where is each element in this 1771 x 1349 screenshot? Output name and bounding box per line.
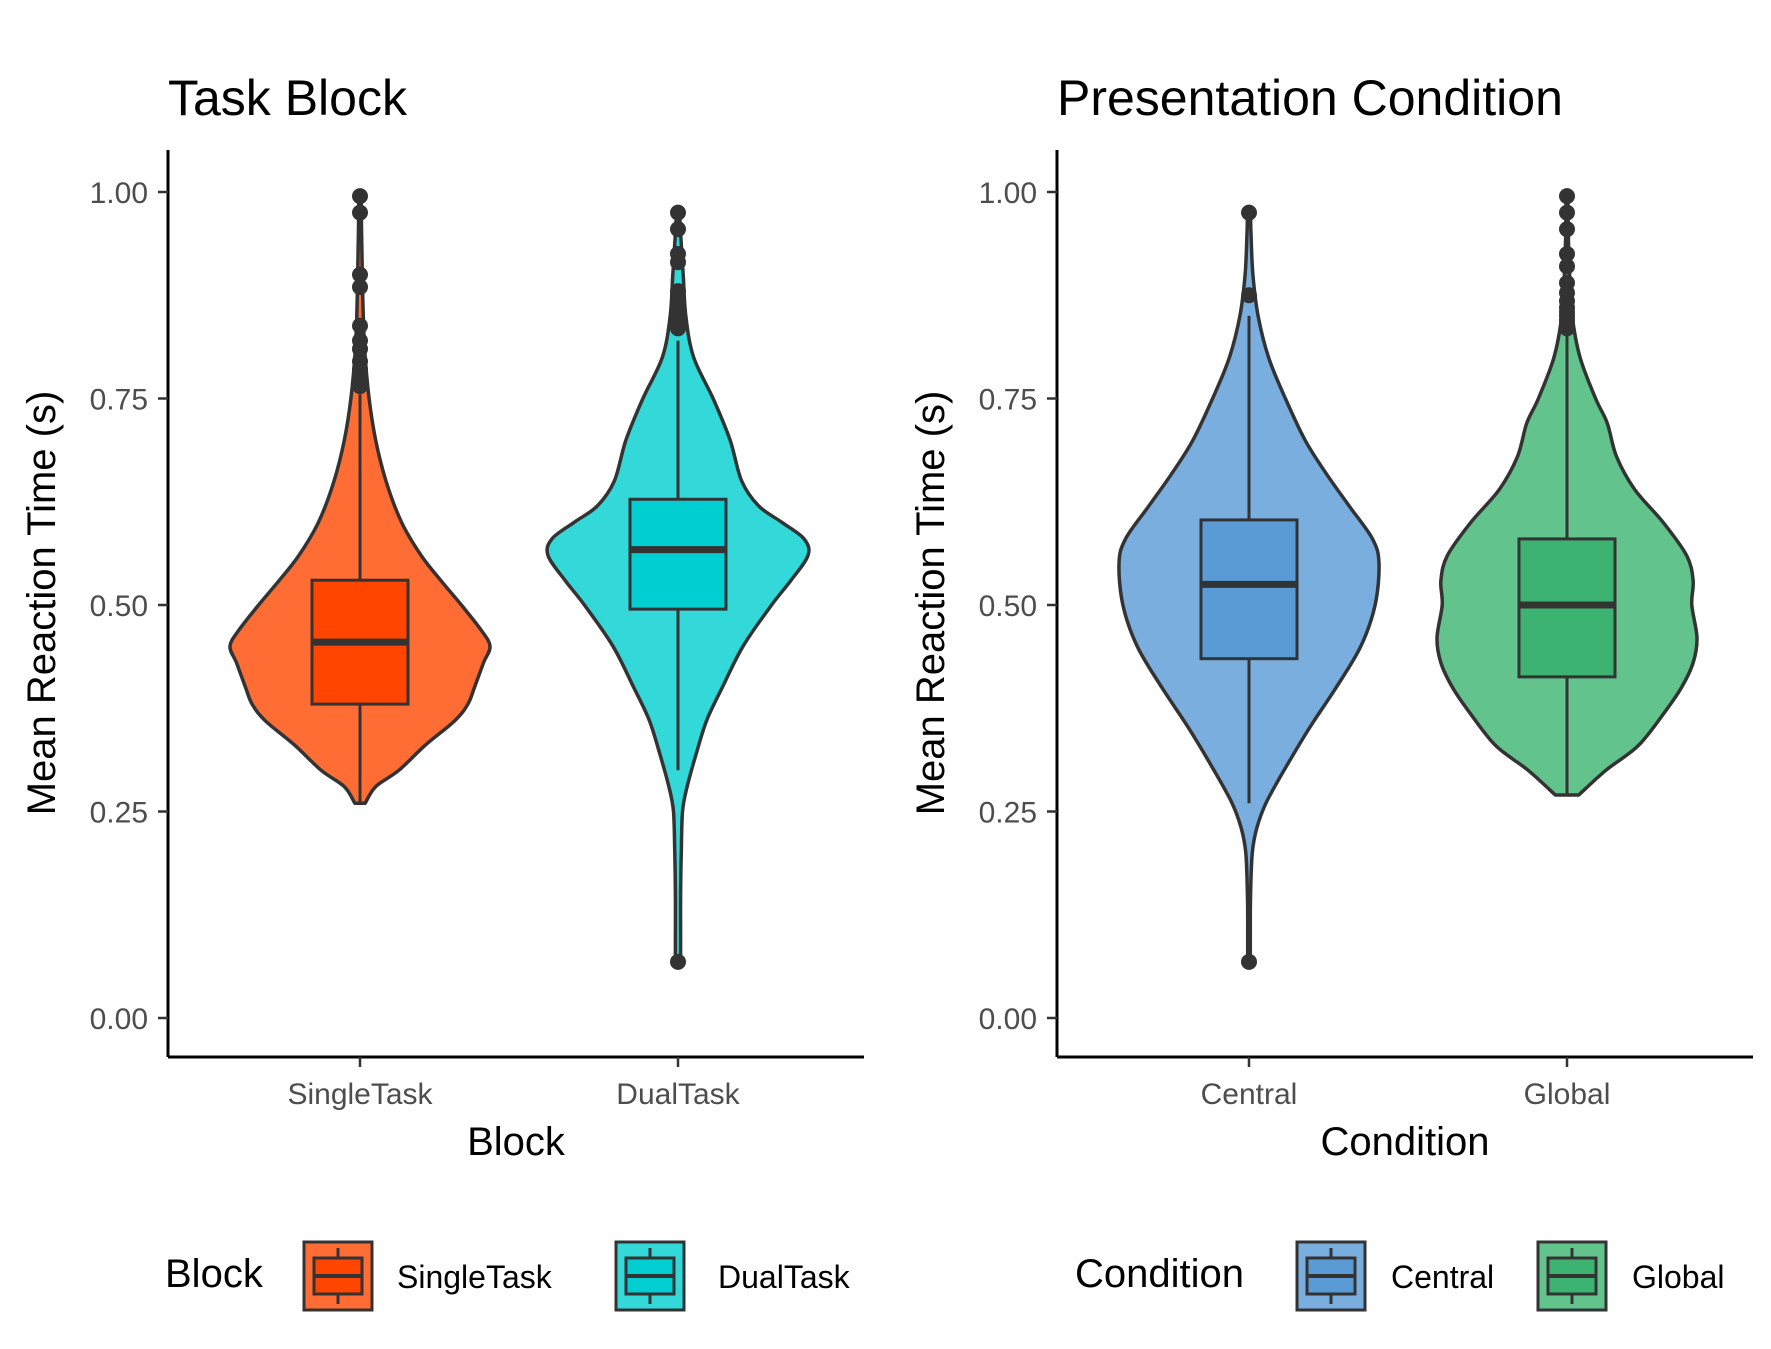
outlier-point <box>352 353 368 370</box>
y-tick-label: 0.00 <box>979 1003 1037 1036</box>
legend-title: Condition <box>1075 1252 1244 1296</box>
x-ticks: SingleTask DualTask <box>287 1057 741 1111</box>
y-tick-label: 0.50 <box>979 590 1037 623</box>
y-tick-label: 0.00 <box>90 1003 148 1036</box>
legend-condition: Condition Central Global <box>1075 1240 1725 1312</box>
outlier-point <box>1241 953 1257 970</box>
outlier-point <box>352 317 368 334</box>
legend-label: Central <box>1391 1259 1494 1295</box>
x-tick-label-dualtask: DualTask <box>616 1078 740 1111</box>
legend-label: Global <box>1632 1259 1725 1295</box>
outlier-point <box>1559 221 1575 238</box>
outlier-point <box>352 188 368 205</box>
legend-item-global: Global <box>1536 1240 1725 1312</box>
x-tick-label-global: Global <box>1524 1078 1611 1111</box>
y-tick-label: 0.75 <box>90 384 148 417</box>
y-ticks: 0.00 0.25 0.50 0.75 1.00 <box>90 177 168 1036</box>
legend-label: DualTask <box>718 1259 851 1295</box>
legend-item-central: Central <box>1295 1240 1494 1312</box>
outlier-point <box>1559 274 1575 291</box>
y-ticks: 0.00 0.25 0.50 0.75 1.00 <box>979 177 1057 1036</box>
outlier-point <box>670 245 686 262</box>
y-axis-title: Mean Reaction Time (s) <box>909 391 953 816</box>
outlier-point <box>352 332 368 349</box>
outlier-point <box>1559 188 1575 205</box>
axes <box>1055 150 1753 1059</box>
outlier-point <box>670 283 686 300</box>
y-axis-title: Mean Reaction Time (s) <box>20 391 64 816</box>
panel-presentation-condition: Presentation Condition 0.00 0.25 0.50 0.75 1… <box>909 70 1753 1312</box>
box-dualtask <box>628 497 728 611</box>
legend-item-dualtask: DualTask <box>614 1240 851 1312</box>
legend-block: Block SingleTask DualTask <box>165 1240 851 1312</box>
outlier-point <box>352 266 368 283</box>
violin-group-global <box>1435 188 1699 797</box>
x-axis-title: Block <box>467 1120 566 1164</box>
outlier-point <box>352 278 368 295</box>
chart-title: Task Block <box>168 70 408 126</box>
outlier-point <box>670 953 686 970</box>
y-tick-label: 0.25 <box>979 797 1037 830</box>
outlier-point <box>1559 258 1575 275</box>
outlier-point <box>1559 245 1575 262</box>
y-tick-label: 1.00 <box>90 177 148 210</box>
violins <box>1117 188 1699 970</box>
chart-title: Presentation Condition <box>1057 70 1563 126</box>
outlier-point <box>670 204 686 221</box>
x-ticks: Central Global <box>1201 1057 1611 1111</box>
y-tick-label: 0.75 <box>979 384 1037 417</box>
violin-group-singletask <box>228 188 492 805</box>
x-axis-title: Condition <box>1320 1120 1489 1164</box>
outlier-point <box>1559 204 1575 221</box>
y-tick-label: 0.25 <box>90 797 148 830</box>
x-tick-label-singletask: SingleTask <box>287 1078 433 1111</box>
violin-group-central <box>1117 204 1381 970</box>
y-tick-label: 1.00 <box>979 177 1037 210</box>
legend-item-singletask: SingleTask <box>302 1240 553 1312</box>
axes <box>166 150 864 1059</box>
legend-label: SingleTask <box>397 1259 553 1295</box>
legend-title: Block <box>165 1252 264 1296</box>
outlier-point <box>1241 287 1257 304</box>
violins <box>228 188 811 970</box>
outlier-point <box>670 221 686 238</box>
outlier-point <box>1241 204 1257 221</box>
panel-task-block: Task Block 0.00 0.25 0.50 0.75 1.00 SingleTa… <box>20 70 864 1312</box>
y-tick-label: 0.50 <box>90 590 148 623</box>
outlier-point <box>352 204 368 221</box>
box-central <box>1199 518 1299 661</box>
violin-group-dualtask <box>545 204 811 970</box>
x-tick-label-central: Central <box>1201 1078 1298 1111</box>
